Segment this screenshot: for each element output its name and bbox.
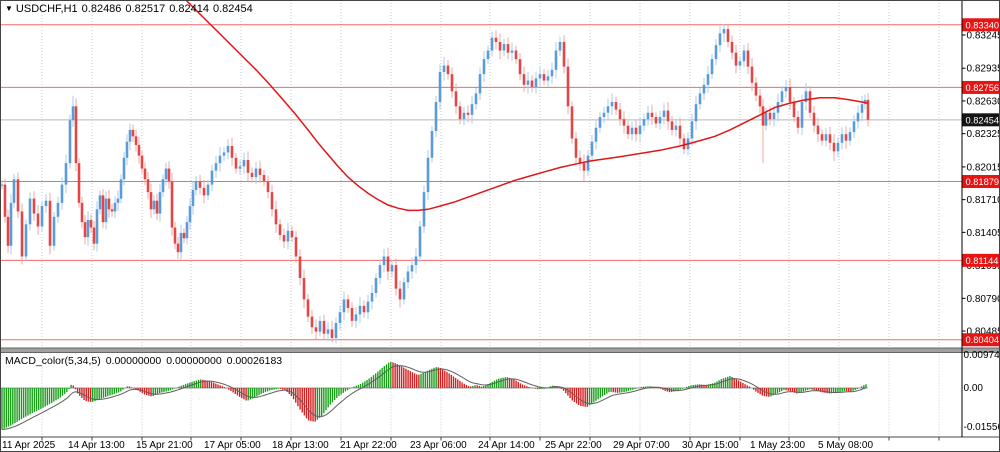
svg-text:25 Apr 22:00: 25 Apr 22:00	[545, 440, 602, 451]
svg-text:1 May 23:00: 1 May 23:00	[750, 440, 805, 451]
svg-text:0.82015: 0.82015	[967, 162, 1000, 173]
svg-text:0.82454: 0.82454	[966, 115, 1000, 125]
svg-text:0.82756: 0.82756	[966, 83, 1000, 93]
symbol-period-label: USDCHF,H1	[15, 3, 78, 15]
svg-text:0.0097456: 0.0097456	[964, 350, 1000, 361]
price-badges: 0.83340 0.82756 0.81879 0.81144 0.80404 0.824…	[962, 18, 1000, 347]
svg-text:0.83340: 0.83340	[966, 20, 1000, 30]
svg-text:-0.0155677: -0.0155677	[964, 422, 1000, 433]
svg-text:15 Apr 21:00: 15 Apr 21:00	[136, 440, 193, 451]
moving-average-line	[185, 0, 869, 212]
svg-text:5 May 08:00: 5 May 08:00	[818, 440, 873, 451]
macd-indicator-label: MACD_color(5,34,5) 0.00000000 0.00000000 0.…	[5, 355, 287, 367]
ohlc-high: 0.82517	[125, 3, 166, 15]
svg-text:0.82935: 0.82935	[967, 64, 1000, 75]
svg-text:29 Apr 07:00: 29 Apr 07:00	[613, 440, 670, 451]
macd-axis: 0.0097456 0.00 -0.0155677	[964, 350, 1000, 433]
svg-text:0.80485: 0.80485	[967, 327, 1000, 338]
svg-text:0.82630: 0.82630	[967, 96, 1000, 107]
svg-text:11 Apr 2025: 11 Apr 2025	[2, 440, 56, 451]
chart-title: ▼ USDCHF,H1 0.82486 0.82517 0.82414 0.82454	[5, 3, 257, 15]
ohlc-close: 0.82454	[212, 3, 253, 15]
time-axis: 11 Apr 2025 14 Apr 13:00 15 Apr 21:00 17 Ap…	[0, 436, 1000, 451]
svg-text:30 Apr 15:00: 30 Apr 15:00	[682, 440, 739, 451]
svg-text:24 Apr 14:00: 24 Apr 14:00	[478, 440, 535, 451]
svg-text:0.00: 0.00	[964, 383, 984, 394]
macd-value-1: 0.00000000	[105, 355, 162, 367]
svg-text:0.82325: 0.82325	[967, 129, 1000, 140]
svg-text:0.81144: 0.81144	[966, 256, 999, 266]
svg-text:0.81710: 0.81710	[967, 195, 1000, 206]
ohlc-low: 0.82414	[169, 3, 209, 15]
svg-text:0.81879: 0.81879	[966, 177, 1000, 187]
svg-text:0.81405: 0.81405	[967, 228, 1000, 239]
candles-layer	[0, 23, 870, 344]
level-lines	[0, 24, 962, 341]
svg-text:17 Apr 05:00: 17 Apr 05:00	[204, 440, 261, 451]
ohlc-open: 0.82486	[81, 3, 122, 15]
macd-name: MACD_color(5,34,5)	[5, 355, 101, 367]
macd-value-2: 0.00000000	[166, 355, 222, 367]
svg-text:14 Apr 13:00: 14 Apr 13:00	[68, 440, 125, 451]
svg-text:0.80790: 0.80790	[967, 294, 1000, 305]
macd-pane	[0, 361, 868, 430]
symbol-dropdown-icon[interactable]: ▼	[5, 4, 13, 13]
svg-text:21 Apr 22:00: 21 Apr 22:00	[340, 440, 397, 451]
svg-text:23 Apr 06:00: 23 Apr 06:00	[410, 440, 467, 451]
svg-text:18 Apr 13:00: 18 Apr 13:00	[272, 440, 329, 451]
macd-value-3: 0.00026183	[226, 355, 283, 367]
svg-text:0.83245: 0.83245	[967, 30, 1000, 41]
grid-lines	[41, 0, 940, 437]
svg-text:0.80404: 0.80404	[966, 335, 1000, 345]
